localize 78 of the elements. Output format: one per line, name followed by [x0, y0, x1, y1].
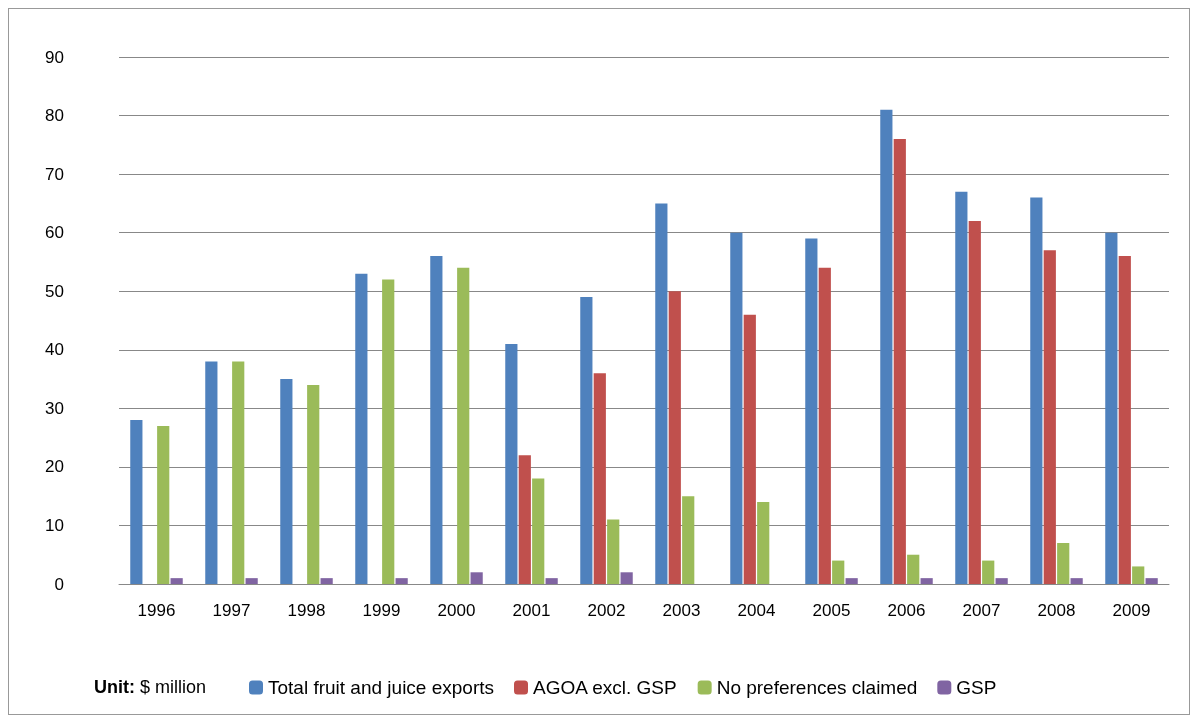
x-tick-label: 2006 [887, 601, 926, 620]
bar [818, 267, 831, 584]
bar [1132, 566, 1145, 584]
y-tick-label: 70 [45, 164, 64, 184]
y-tick-label: 50 [45, 281, 64, 301]
y-tick-label: 90 [45, 47, 64, 67]
x-tick-label: 1996 [137, 601, 176, 620]
bar [968, 220, 981, 584]
bar [620, 572, 633, 584]
bar [170, 578, 183, 584]
x-tick-label: 1997 [212, 601, 251, 620]
y-tick-label: 40 [45, 340, 64, 360]
bar [1043, 250, 1056, 584]
bar [580, 297, 593, 584]
bar [320, 578, 333, 584]
legend-label: Total fruit and juice exports [268, 677, 495, 698]
x-tick-label: 2004 [737, 601, 776, 620]
bar [505, 343, 518, 584]
x-tick-label: 2009 [1112, 601, 1151, 620]
legend-label: GSP [956, 677, 997, 698]
bar [1030, 197, 1043, 584]
bar [1070, 578, 1083, 584]
bar [907, 554, 920, 584]
y-tick-label: 80 [45, 106, 64, 126]
bar [470, 572, 483, 584]
y-tick-label: 0 [54, 574, 64, 594]
y-tick-label: 10 [45, 515, 64, 535]
x-tick-label: 1999 [362, 601, 401, 620]
bar [157, 425, 170, 584]
bar [832, 560, 845, 584]
bar [955, 191, 968, 584]
bar [682, 496, 695, 584]
x-tick-label: 1998 [287, 601, 326, 620]
bar [805, 238, 818, 584]
y-tick-label: 30 [45, 398, 64, 418]
bar [655, 203, 668, 584]
bar [995, 578, 1008, 584]
bar [245, 578, 258, 584]
bar [1105, 232, 1118, 584]
x-tick-label: 2002 [587, 601, 626, 620]
bar [1145, 578, 1158, 584]
bar [982, 560, 995, 584]
bar [355, 273, 368, 584]
legend-label: No preferences claimed [716, 677, 918, 698]
bar [232, 361, 245, 584]
bar [880, 109, 893, 584]
bar [920, 578, 933, 584]
bar [593, 373, 606, 584]
bar [457, 267, 470, 584]
x-tick-label: 2007 [962, 601, 1001, 620]
bar [518, 455, 531, 584]
y-tick-label: 20 [45, 457, 64, 477]
bar [845, 578, 858, 584]
bar [1057, 543, 1070, 584]
bar [130, 420, 143, 584]
bar [205, 361, 218, 584]
bar [607, 519, 620, 584]
bar [280, 379, 293, 584]
bar [307, 384, 320, 584]
legend-label: AGOA excl. GSP [533, 677, 677, 698]
bar [1118, 256, 1131, 584]
x-tick-label: 2008 [1037, 601, 1076, 620]
x-tick-label: 2000 [437, 601, 476, 620]
bar [893, 138, 906, 584]
bar [757, 502, 770, 584]
y-tick-label: 60 [45, 223, 64, 243]
bar [532, 478, 545, 584]
x-tick-label: 2005 [812, 601, 851, 620]
bar [430, 256, 443, 584]
bar [668, 291, 681, 584]
x-tick-label: 2003 [662, 601, 701, 620]
bar [743, 314, 756, 584]
bar [382, 279, 395, 584]
text: Unit: $ million [94, 677, 207, 697]
bar [545, 578, 558, 584]
bar [730, 232, 743, 584]
bar [395, 578, 408, 584]
x-tick-label: 2001 [512, 601, 551, 620]
